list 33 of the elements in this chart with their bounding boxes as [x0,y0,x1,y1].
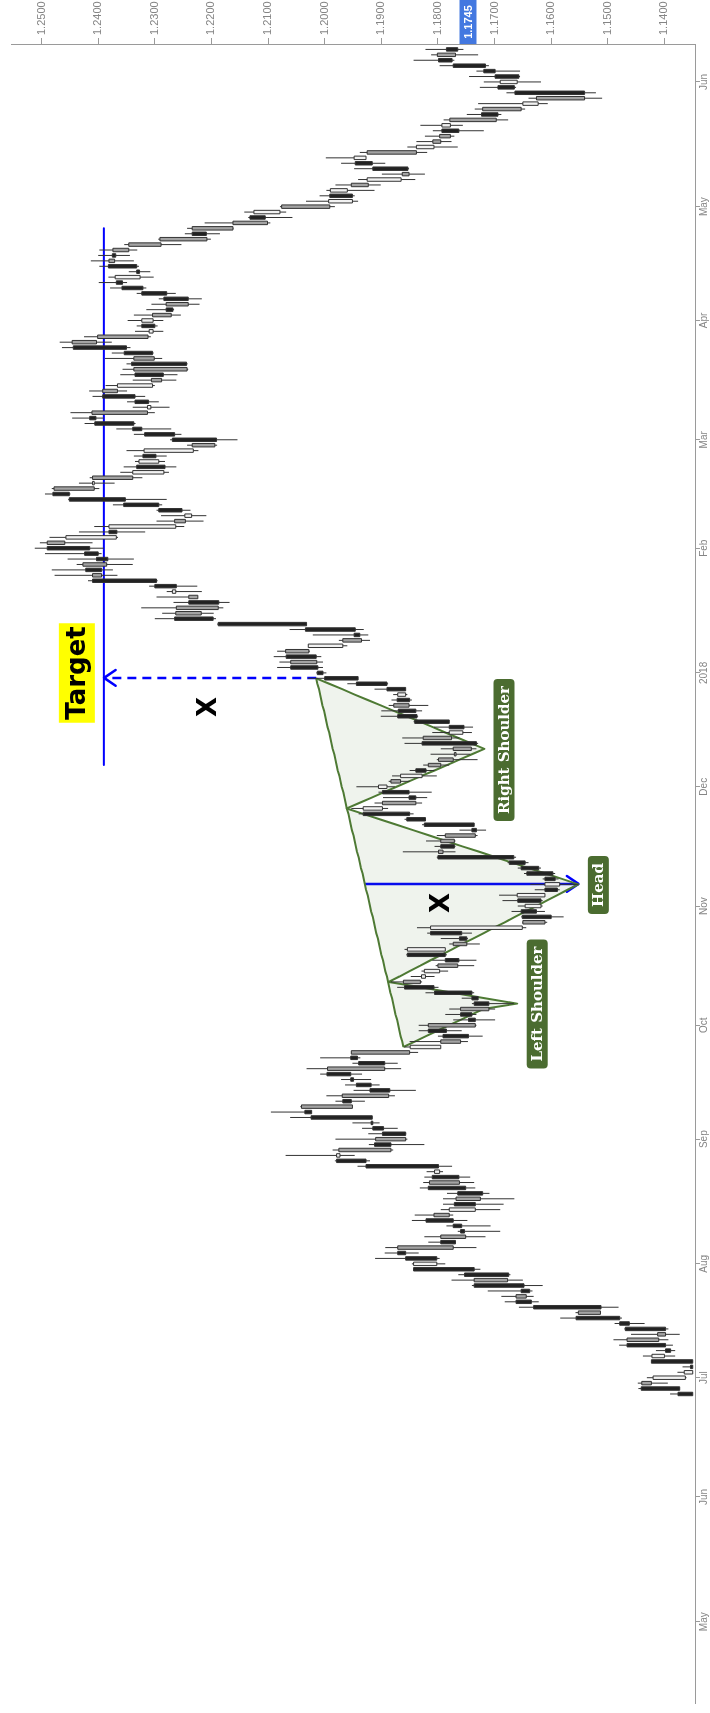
x-tick-label: 1.2100 [261,1,274,35]
y-tick-label: Nov [697,897,709,915]
annotation: Head [589,862,608,907]
x-tick-label: 1.2200 [204,1,217,35]
x-tick-label: 1.1400 [657,1,670,35]
x-tick-label: 1.2500 [34,1,47,35]
y-tick-label: Oct [697,1017,709,1034]
y-tick-label: 2018 [697,661,709,685]
annotation: X [424,892,455,914]
annotation: X [191,696,222,718]
y-tick-label: Mar [697,430,709,449]
y-tick-label: Feb [697,539,709,557]
x-tick-label: 1.2300 [147,1,160,35]
x-tick-label: 1.2400 [91,1,104,35]
y-tick-label: Apr [697,312,709,329]
y-tick-label: Aug [697,1254,709,1273]
annotation: Target [60,626,91,720]
y-tick-label: Jun [697,73,709,91]
y-tick-label: Dec [697,777,709,796]
x-tick-label: 1.1700 [487,1,500,35]
x-tick-label: 1.1500 [600,1,613,35]
x-tick-label: 1.1600 [544,1,557,35]
y-tick-label: Jun [697,1488,709,1506]
text: 1.1745 [462,5,475,39]
y-tick-label: May [697,197,709,217]
y-tick-label: May [697,1612,709,1632]
annotation: Left Shoulder [528,945,547,1062]
x-tick-label: 1.1900 [374,1,387,35]
x-tick-label: 1.1800 [430,1,443,35]
annotation: Right Shoulder [494,684,513,814]
x-tick-label: 1.2000 [317,1,330,35]
y-tick-label: Sep [697,1129,709,1149]
y-tick-label: Jul [697,1371,709,1385]
